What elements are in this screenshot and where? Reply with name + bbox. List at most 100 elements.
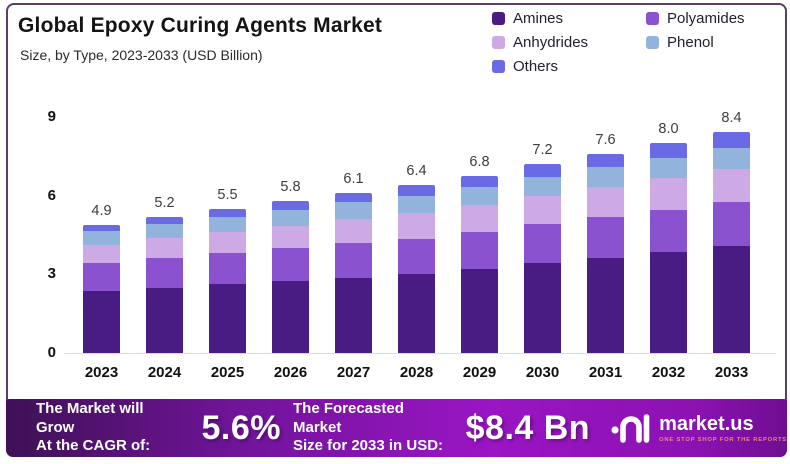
logo-name: market.us — [659, 412, 754, 435]
bar-segment-others — [83, 224, 120, 232]
x-axis-label: 2033 — [714, 364, 749, 381]
y-axis-tick-label: 0 — [47, 344, 56, 361]
x-axis-label: 2028 — [399, 364, 434, 381]
x-axis-label: 2025 — [210, 364, 245, 381]
bar-total-label: 8.4 — [721, 109, 742, 126]
y-axis-tick-label: 6 — [47, 186, 56, 204]
legend-item-others: Others — [492, 58, 642, 75]
bar-segment-amines — [650, 251, 687, 353]
bar-segment-amines — [335, 277, 372, 353]
bar-total-label: 7.2 — [532, 142, 553, 159]
bar-group: 7.2 — [511, 142, 574, 353]
bar-segment-amines — [461, 269, 498, 353]
legend-item-anhydrides: Anhydrides — [492, 34, 642, 51]
x-axis-label: 2031 — [588, 364, 623, 381]
bar-segment-amines — [713, 245, 750, 353]
logo-tagline: ONE STOP SHOP FOR THE REPORTS — [659, 436, 787, 443]
bar-segment-polyamides — [713, 202, 750, 246]
bar-segment-others — [461, 175, 498, 188]
x-axis-baseline — [64, 353, 776, 354]
marketus-logo-icon — [611, 414, 650, 443]
bar-segment-polyamides — [335, 243, 372, 278]
bar-total-label: 5.5 — [217, 186, 238, 203]
bar-segment-anhydrides — [272, 225, 309, 249]
legend-label: Others — [513, 58, 559, 75]
bar-segment-phenol — [398, 195, 435, 214]
footer-banner: The Market will Grow At the CAGR of: 5.6… — [6, 399, 787, 457]
bar-segment-others — [209, 208, 246, 217]
x-axis-label: 2032 — [651, 364, 686, 381]
bar-segment-others — [524, 164, 561, 178]
x-axis-label: 2029 — [462, 364, 497, 381]
bar-segment-others — [713, 131, 750, 149]
legend-item-polyamides: Polyamides — [646, 10, 745, 27]
legend-item-amines: Amines — [492, 10, 642, 27]
bar-segment-polyamides — [650, 210, 687, 252]
bar-segment-amines — [146, 287, 183, 353]
legend-swatch-icon — [646, 36, 659, 49]
bar-group: 4.9 — [70, 203, 133, 353]
bar-segment-phenol — [524, 177, 561, 197]
cagr-value: 5.6% — [201, 408, 281, 447]
forecast-label-line2: Size for 2033 in USD: — [293, 437, 444, 455]
bar-segment-phenol — [650, 157, 687, 179]
bar-group: 5.8 — [259, 179, 322, 353]
forecast-label-line1: The Forecasted Market — [293, 399, 404, 436]
bar-segment-phenol — [713, 148, 750, 170]
bar-segment-amines — [398, 274, 435, 353]
legend-label: Phenol — [667, 34, 714, 51]
bar-total-label: 6.8 — [469, 153, 490, 170]
bar-total-label: 6.1 — [343, 170, 364, 187]
legend-swatch-icon — [492, 36, 505, 49]
bar-segment-anhydrides — [713, 169, 750, 203]
bar-segment-others — [146, 216, 183, 224]
legend-label: Amines — [513, 10, 564, 27]
bar-total-label: 7.6 — [595, 131, 616, 148]
forecast-value: $8.4 Bn — [465, 408, 591, 447]
bar-segment-anhydrides — [398, 213, 435, 239]
y-axis-tick-label: 3 — [47, 265, 56, 283]
legend-swatch-icon — [492, 12, 505, 25]
bar-segment-others — [335, 192, 372, 203]
bar-segment-others — [398, 185, 435, 196]
bar-group: 6.1 — [322, 171, 385, 353]
bar-segment-others — [587, 153, 624, 168]
bar-segment-anhydrides — [461, 205, 498, 233]
bar-segment-polyamides — [524, 224, 561, 263]
bar-segment-polyamides — [272, 248, 309, 282]
bar-segment-polyamides — [83, 263, 120, 292]
x-axis-label: 2026 — [273, 364, 308, 381]
bar-segment-anhydrides — [83, 244, 120, 264]
bar-segment-amines — [83, 291, 120, 353]
legend-label: Anhydrides — [513, 34, 589, 51]
bar-segment-anhydrides — [335, 219, 372, 244]
bar-segment-polyamides — [398, 238, 435, 275]
x-axis-label: 2024 — [147, 364, 182, 381]
bar-segment-anhydrides — [209, 232, 246, 254]
x-axis-label: 2030 — [525, 364, 560, 381]
bar-segment-polyamides — [587, 217, 624, 258]
marketus-logo: market.us ONE STOP SHOP FOR THE REPORTS — [610, 412, 787, 444]
bar-segment-anhydrides — [587, 187, 624, 218]
bar-segment-polyamides — [146, 257, 183, 288]
bar-segment-polyamides — [461, 232, 498, 270]
bar-segment-phenol — [83, 231, 120, 245]
bar-segment-phenol — [209, 216, 246, 233]
bar-segment-anhydrides — [650, 178, 687, 211]
legend-item-phenol: Phenol — [646, 34, 745, 51]
bar-segment-phenol — [461, 187, 498, 206]
bar-total-label: 8.0 — [658, 121, 679, 138]
bar-group: 8.4 — [700, 110, 763, 353]
legend-label: Polyamides — [667, 10, 745, 27]
bar-segment-amines — [272, 281, 309, 353]
page-subtitle: Size, by Type, 2023-2033 (USD Billion) — [20, 47, 263, 63]
cagr-label: The Market will Grow At the CAGR of: — [36, 400, 184, 456]
bar-group: 8.0 — [637, 121, 700, 353]
bar-segment-amines — [524, 262, 561, 353]
marketus-logo-text: market.us ONE STOP SHOP FOR THE REPORTS — [659, 414, 787, 443]
bar-total-label: 4.9 — [91, 202, 112, 219]
bar-segment-amines — [587, 257, 624, 353]
bar-segment-phenol — [587, 167, 624, 188]
